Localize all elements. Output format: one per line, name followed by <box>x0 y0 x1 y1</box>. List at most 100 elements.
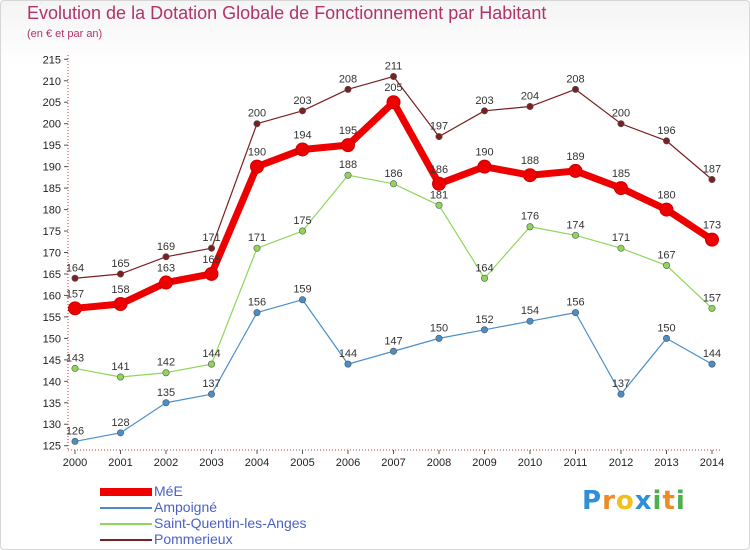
y-tick-label: 195 <box>43 140 61 152</box>
data-label: 143 <box>66 352 84 364</box>
logo-letter: P <box>582 486 603 516</box>
data-point <box>568 163 583 178</box>
y-tick-label: 155 <box>43 312 61 324</box>
data-point <box>480 274 488 282</box>
legend-label: Saint-Quentin-les-Anges <box>154 515 307 531</box>
y-tick-label: 170 <box>43 248 61 260</box>
data-point <box>477 159 492 174</box>
data-label: 200 <box>248 108 266 120</box>
data-label: 174 <box>566 219 584 231</box>
data-label: 126 <box>66 425 84 437</box>
x-tick-label: 2012 <box>609 457 633 469</box>
data-label: 144 <box>703 348 721 360</box>
data-point <box>435 334 443 342</box>
data-label: 164 <box>66 262 84 274</box>
y-tick-label: 130 <box>43 419 61 431</box>
data-label: 167 <box>657 249 675 261</box>
data-label: 156 <box>566 297 584 309</box>
data-label: 180 <box>657 190 675 202</box>
data-label: 165 <box>111 258 129 270</box>
data-label: 165 <box>202 254 220 266</box>
data-label: 147 <box>384 335 402 347</box>
data-label: 144 <box>339 348 357 360</box>
series-ampoigne <box>71 296 716 445</box>
data-label: 211 <box>385 60 403 72</box>
data-point <box>614 181 628 196</box>
x-tick-label: 2013 <box>654 457 678 469</box>
legend-swatch <box>100 488 152 496</box>
data-point <box>71 274 79 282</box>
y-tick-label: 205 <box>43 97 61 109</box>
x-tick-label: 2002 <box>154 457 178 469</box>
data-label: 141 <box>111 361 129 373</box>
data-point <box>526 103 534 111</box>
data-point <box>386 95 401 110</box>
data-point <box>253 309 261 317</box>
data-label: 194 <box>293 129 311 141</box>
data-point <box>71 437 79 445</box>
logo-letter: t <box>662 486 676 516</box>
series-mee <box>68 95 719 316</box>
data-point <box>298 107 306 115</box>
y-tick-label: 165 <box>43 269 61 281</box>
y-tick-label: 175 <box>43 226 61 238</box>
data-point <box>389 347 397 355</box>
data-point <box>617 120 625 128</box>
data-point <box>708 304 716 312</box>
data-point <box>705 232 719 247</box>
data-label: 150 <box>657 322 675 334</box>
legend-label: Pommerieux <box>154 531 233 547</box>
data-point <box>432 176 446 191</box>
data-label: 204 <box>521 91 539 103</box>
proxiti-logo: Proxiti <box>582 486 686 516</box>
data-label: 187 <box>703 164 721 176</box>
logo-letter: i <box>652 486 663 516</box>
y-tick-label: 135 <box>43 398 61 410</box>
data-point <box>389 72 397 80</box>
data-label: 159 <box>293 284 311 296</box>
data-point <box>71 364 79 372</box>
y-tick-label: 215 <box>43 54 61 66</box>
data-label: 157 <box>66 288 84 300</box>
data-label: 175 <box>293 215 311 227</box>
x-tick-label: 2011 <box>564 457 588 469</box>
y-tick-label: 145 <box>43 355 61 367</box>
data-label: 186 <box>384 168 402 180</box>
data-label: 173 <box>703 220 721 232</box>
data-label: 188 <box>339 159 357 171</box>
x-tick-label: 2006 <box>336 457 360 469</box>
data-point <box>526 317 534 325</box>
logo-letter: i <box>675 486 686 516</box>
x-tick-label: 2014 <box>700 457 724 469</box>
data-label: 195 <box>339 125 357 137</box>
y-tick-label: 180 <box>43 205 61 217</box>
data-label: 186 <box>430 164 448 176</box>
data-point <box>659 202 674 217</box>
data-point <box>208 360 216 368</box>
data-point <box>68 301 82 316</box>
data-label: 171 <box>248 232 266 244</box>
series-line <box>74 299 713 443</box>
data-label: 142 <box>157 357 175 369</box>
data-point <box>571 231 579 239</box>
x-tick-label: 2003 <box>199 457 223 469</box>
x-tick-label: 2007 <box>381 457 405 469</box>
data-point <box>117 270 125 278</box>
data-label: 203 <box>293 95 311 107</box>
data-label: 185 <box>612 168 630 180</box>
series-layer <box>68 72 719 445</box>
x-tick-label: 2005 <box>290 457 314 469</box>
logo-letter: x <box>634 486 653 516</box>
data-point <box>435 133 443 141</box>
data-point <box>162 253 170 261</box>
data-point <box>159 275 173 290</box>
x-tick-label: 2008 <box>427 457 451 469</box>
data-point <box>117 429 125 437</box>
data-label: 164 <box>475 262 493 274</box>
data-point <box>389 180 397 188</box>
y-tick-label: 125 <box>43 441 61 453</box>
chart-subtitle: (en € et par an) <box>27 28 103 40</box>
data-point <box>708 176 716 184</box>
data-label: 189 <box>566 151 584 163</box>
data-label: 152 <box>475 314 493 326</box>
